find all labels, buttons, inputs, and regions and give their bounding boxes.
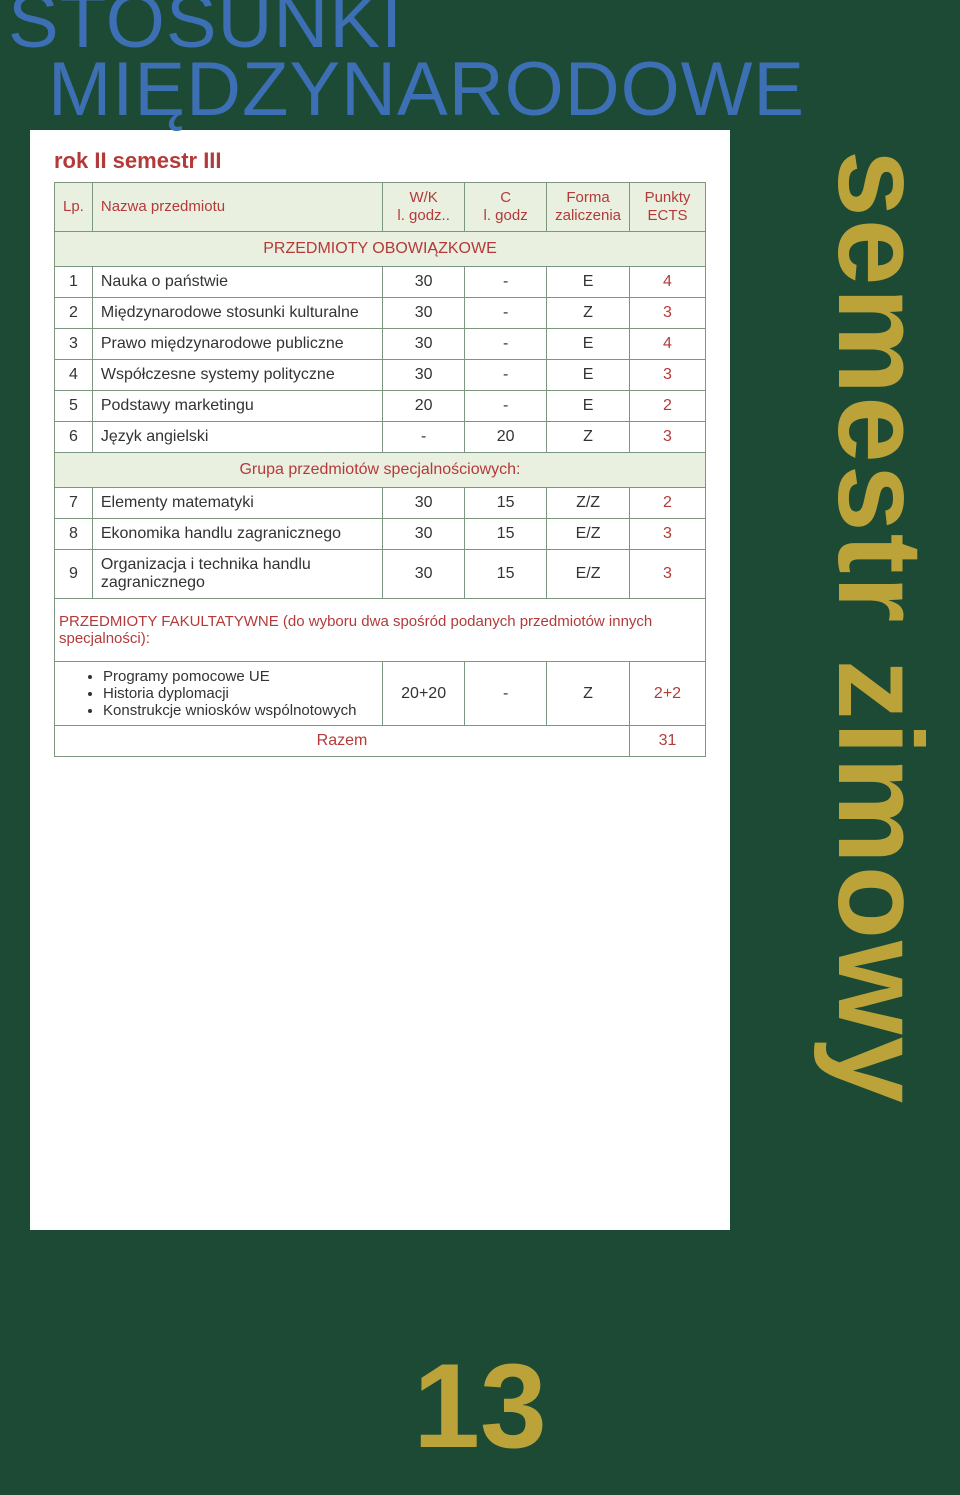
table-row: 5Podstawy marketingu20-E2: [55, 391, 706, 422]
table-row: 3Prawo międzynarodowe publiczne30-E4: [55, 329, 706, 360]
fak-f: Z: [547, 662, 630, 726]
hdr-name: Nazwa przedmiotu: [92, 183, 382, 232]
table-row: 9Organizacja i technika handlu zagranicz…: [55, 550, 706, 599]
cell-c: -: [465, 360, 547, 391]
cell-name: Międzynarodowe stosunki kulturalne: [92, 298, 382, 329]
table-row: 1Nauka o państwie30-E4: [55, 267, 706, 298]
subtitle: rok II semestr III: [54, 148, 706, 174]
cell-num: 5: [55, 391, 93, 422]
cell-num: 9: [55, 550, 93, 599]
fak-p: 2+2: [630, 662, 706, 726]
cell-wk: 30: [383, 267, 465, 298]
cell-c: 15: [465, 488, 547, 519]
main-title: STOSUNKI MIĘDZYNARODOWE: [8, 0, 805, 125]
course-table: Lp. Nazwa przedmiotu W/K l. godz.. C l. …: [54, 182, 706, 757]
cell-num: 1: [55, 267, 93, 298]
hdr-lp: Lp.: [55, 183, 93, 232]
hdr-wk: W/K l. godz..: [383, 183, 465, 232]
cell-f: Z: [547, 298, 630, 329]
cell-num: 7: [55, 488, 93, 519]
cell-num: 4: [55, 360, 93, 391]
cell-name: Ekonomika handlu zagranicznego: [92, 519, 382, 550]
hdr-c: C l. godz: [465, 183, 547, 232]
cell-f: E: [547, 329, 630, 360]
cell-c: 15: [465, 519, 547, 550]
cell-f: E: [547, 391, 630, 422]
cell-f: E/Z: [547, 550, 630, 599]
side-semester-label: semestr zimowy: [820, 150, 940, 1105]
cell-p: 3: [630, 360, 706, 391]
cell-name: Język angielski: [92, 422, 382, 453]
fak-note-row: PRZEDMIOTY FAKULTATYWNE (do wyboru dwa s…: [55, 599, 706, 662]
section-obowiazkowe: PRZEDMIOTY OBOWIĄZKOWE: [55, 232, 706, 267]
cell-p: 3: [630, 422, 706, 453]
bullet-item: Programy pomocowe UE: [103, 668, 376, 685]
cell-p: 3: [630, 550, 706, 599]
cell-name: Prawo międzynarodowe publiczne: [92, 329, 382, 360]
cell-c: 15: [465, 550, 547, 599]
section-specjalnosciowe: Grupa przedmiotów specjalnościowych:: [55, 453, 706, 488]
content-card: rok II semestr III Lp. Nazwa przedmiotu …: [30, 130, 730, 1230]
cell-num: 6: [55, 422, 93, 453]
table-row: 4Współczesne systemy polityczne30-E3: [55, 360, 706, 391]
cell-f: E: [547, 267, 630, 298]
table-row: 8Ekonomika handlu zagranicznego3015E/Z3: [55, 519, 706, 550]
cell-f: Z: [547, 422, 630, 453]
cell-num: 2: [55, 298, 93, 329]
table-row: 7Elementy matematyki3015Z/Z2: [55, 488, 706, 519]
cell-wk: 30: [383, 519, 465, 550]
page-number: 13: [413, 1337, 546, 1475]
cell-num: 8: [55, 519, 93, 550]
cell-p: 4: [630, 329, 706, 360]
bullet-item: Konstrukcje wniosków wspólnotowych: [103, 702, 376, 719]
cell-name: Współczesne systemy polityczne: [92, 360, 382, 391]
cell-f: E/Z: [547, 519, 630, 550]
razem-row: Razem 31: [55, 726, 706, 757]
cell-name: Elementy matematyki: [92, 488, 382, 519]
cell-wk: 20: [383, 391, 465, 422]
fak-row: Programy pomocowe UEHistoria dyplomacjiK…: [55, 662, 706, 726]
cell-wk: 30: [383, 550, 465, 599]
cell-p: 4: [630, 267, 706, 298]
fak-wk: 20+20: [383, 662, 465, 726]
cell-num: 3: [55, 329, 93, 360]
title-line-2: MIĘDZYNARODOWE: [48, 56, 805, 124]
cell-wk: -: [383, 422, 465, 453]
cell-c: 20: [465, 422, 547, 453]
cell-c: -: [465, 391, 547, 422]
bullet-item: Historia dyplomacji: [103, 685, 376, 702]
cell-c: -: [465, 267, 547, 298]
table-row: 6Język angielski-20Z3: [55, 422, 706, 453]
cell-wk: 30: [383, 329, 465, 360]
cell-wk: 30: [383, 360, 465, 391]
cell-wk: 30: [383, 298, 465, 329]
fak-bullets-cell: Programy pomocowe UEHistoria dyplomacjiK…: [55, 662, 383, 726]
table-header-row: Lp. Nazwa przedmiotu W/K l. godz.. C l. …: [55, 183, 706, 232]
table-row: 2Międzynarodowe stosunki kulturalne30-Z3: [55, 298, 706, 329]
cell-c: -: [465, 329, 547, 360]
cell-name: Organizacja i technika handlu zagraniczn…: [92, 550, 382, 599]
cell-name: Nauka o państwie: [92, 267, 382, 298]
cell-p: 2: [630, 488, 706, 519]
razem-label: Razem: [55, 726, 630, 757]
cell-name: Podstawy marketingu: [92, 391, 382, 422]
hdr-forma: Forma zaliczenia: [547, 183, 630, 232]
cell-p: 2: [630, 391, 706, 422]
cell-f: Z/Z: [547, 488, 630, 519]
cell-c: -: [465, 298, 547, 329]
fak-note: PRZEDMIOTY FAKULTATYWNE (do wyboru dwa s…: [55, 599, 706, 662]
cell-f: E: [547, 360, 630, 391]
cell-p: 3: [630, 519, 706, 550]
cell-p: 3: [630, 298, 706, 329]
razem-value: 31: [630, 726, 706, 757]
fak-c: -: [465, 662, 547, 726]
cell-wk: 30: [383, 488, 465, 519]
hdr-pts: Punkty ECTS: [630, 183, 706, 232]
